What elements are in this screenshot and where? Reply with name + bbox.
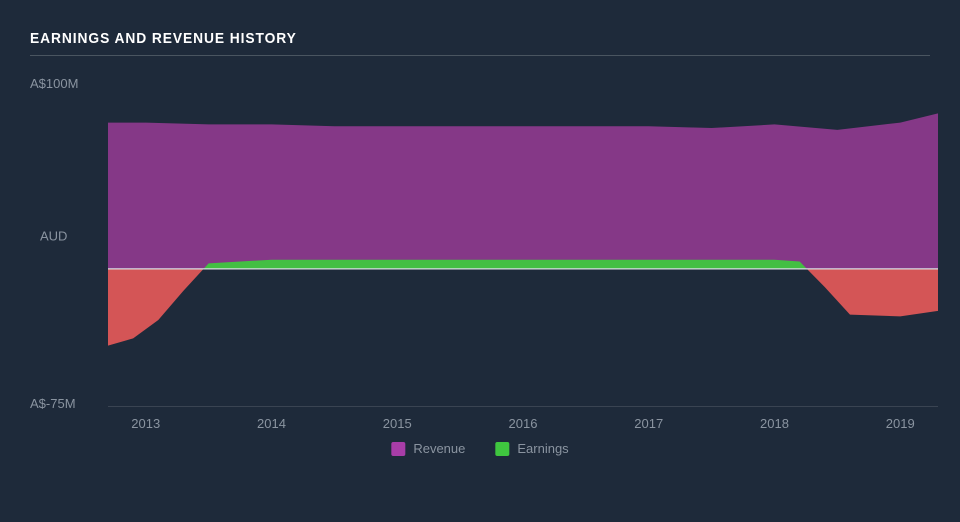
y-axis-bottom-label: A$-75M xyxy=(30,396,76,411)
legend-swatch-earnings xyxy=(495,442,509,456)
title-rule xyxy=(30,55,930,56)
chart-container: EARNINGS AND REVENUE HISTORY A$100M AUD … xyxy=(0,0,960,522)
x-tick: 2017 xyxy=(634,416,663,431)
earnings-positive-area xyxy=(204,260,807,269)
legend: Revenue Earnings xyxy=(391,441,568,456)
earnings-negative-area xyxy=(108,269,938,346)
x-tick: 2019 xyxy=(886,416,915,431)
chart-svg xyxy=(108,86,938,406)
x-tick: 2018 xyxy=(760,416,789,431)
x-tick: 2014 xyxy=(257,416,286,431)
x-tick: 2013 xyxy=(131,416,160,431)
y-axis-mid-label: AUD xyxy=(40,229,67,244)
x-axis-baseline xyxy=(108,406,938,407)
legend-swatch-revenue xyxy=(391,442,405,456)
x-tick: 2016 xyxy=(509,416,538,431)
legend-item-revenue: Revenue xyxy=(391,441,465,456)
plot-area xyxy=(108,86,938,406)
x-tick: 2015 xyxy=(383,416,412,431)
y-axis-top-label: A$100M xyxy=(30,76,78,91)
legend-label-revenue: Revenue xyxy=(413,441,465,456)
revenue-area xyxy=(108,113,938,268)
legend-item-earnings: Earnings xyxy=(495,441,568,456)
chart-title: EARNINGS AND REVENUE HISTORY xyxy=(30,30,858,47)
chart-area: A$100M AUD A$-75M 2013 2014 2015 2016 2017 20… xyxy=(30,76,930,456)
legend-label-earnings: Earnings xyxy=(517,441,568,456)
